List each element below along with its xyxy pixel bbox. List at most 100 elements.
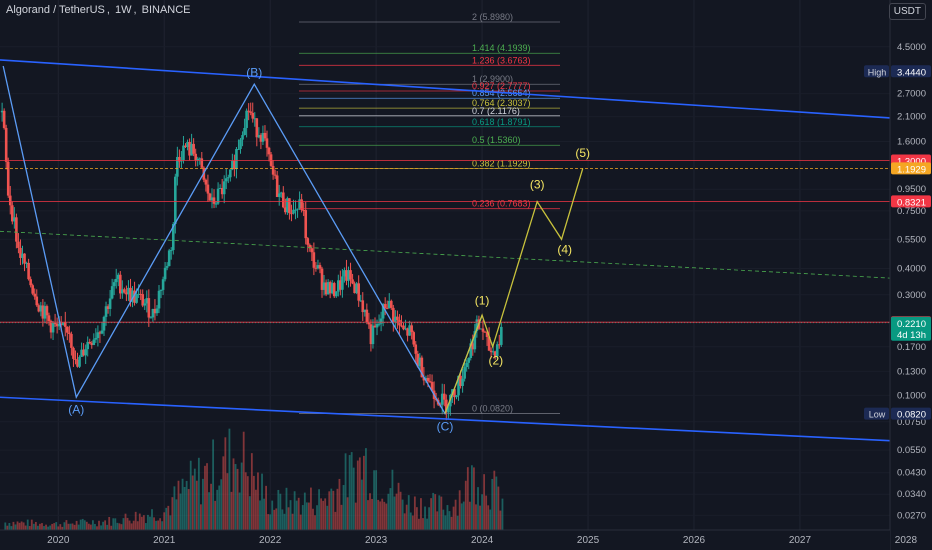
volume-bar [456,515,459,530]
interval-label[interactable]: 1W [114,4,132,16]
volume-bar [153,517,155,530]
chart-title: Algorand / TetherUS, 1W, BINANCE [6,4,191,16]
price-badge-label: High [868,67,887,77]
price-badge [891,65,931,78]
channel-midline [0,230,891,279]
candle-body [92,339,96,346]
candle-body [182,145,185,161]
volume-bar [65,520,68,530]
candle-body [116,274,120,279]
candle-body [267,147,271,155]
volume-bar [381,498,384,530]
candle-body [379,318,383,324]
volume-bar [189,460,192,530]
candle-body [41,305,45,319]
candle-body [11,205,14,222]
volume-bar [22,522,25,530]
candle-body [369,324,373,345]
candle-body [326,282,330,295]
candle-body [206,184,210,194]
candle-body [121,289,124,294]
candle-body [196,158,200,161]
volume-bar [167,505,170,530]
candle-body [375,324,379,328]
candle-body [463,367,466,379]
candle-body [176,156,179,177]
volume-bar [497,486,500,530]
fib-label: 0.7 (2.1176) [472,106,520,116]
exchange-label: BINANCE [141,4,191,16]
candle-body [171,223,175,251]
volume-bar [479,505,481,530]
volume-bar [481,494,483,530]
volume-bar [224,437,227,530]
volume-bar [446,505,449,530]
volume-bar [371,498,373,530]
candle-body [25,262,28,264]
fib-label: 0.927 (2.7777) [472,81,531,91]
candle-body [347,270,350,281]
volume-bar [360,479,363,530]
volume-bar [134,511,137,530]
volume-bar [279,493,282,530]
price-tick-label: 0.3000 [897,290,926,301]
candle-body [279,192,283,194]
volume-bar [440,496,443,530]
candle-body [13,217,16,222]
volume-bar [340,504,343,530]
volume-bar [291,513,294,530]
candle-body [161,279,165,290]
volume-bar [358,457,361,530]
candle-body [127,287,130,295]
volume-bar [161,521,164,530]
volume-bar [228,428,231,530]
volume-bar [232,458,235,530]
candle-body [214,203,218,205]
volume-bar [450,516,453,530]
symbol-name[interactable]: Algorand / TetherUS [6,4,105,16]
volume-bar [41,523,43,530]
candle-body [63,322,67,327]
volume-bar [39,523,41,530]
candle-body [218,188,222,190]
volume-bar [401,499,404,530]
candle-body [377,323,381,325]
time-tick-label: 2022 [259,535,282,546]
candle-body [200,158,204,168]
candle-body [21,253,24,258]
volume-bar [477,487,479,530]
volume-bar [491,478,494,530]
volume-bar [116,522,119,530]
volume-bar [142,515,145,530]
candle-body [39,305,43,312]
candle-body [273,174,277,176]
candle-body [318,265,322,269]
candle-body [216,188,220,204]
volume-bar [32,523,35,530]
volume-bar [365,448,367,530]
time-tick-label: 2023 [365,535,388,546]
candle-body [237,148,240,150]
candle-body [259,135,263,142]
candle-body [104,306,108,317]
candle-body [43,306,47,319]
candle-body [37,305,41,312]
volume-bar [369,493,371,530]
candle-body [324,282,328,295]
candle-body [298,199,301,209]
volume-bar [75,520,78,530]
volume-bar [191,475,194,530]
volume-bar [495,476,498,530]
candles [0,102,503,421]
volume-bar [73,524,76,530]
volume-bar [265,485,268,530]
volume-bar [177,480,180,530]
candle-body [271,165,275,175]
horizontal-lines [0,160,890,324]
candle-body [314,267,318,269]
candle-body [475,319,479,332]
volume-bar [240,462,243,530]
candle-body [47,315,51,322]
currency-label[interactable]: USDT [888,3,926,20]
